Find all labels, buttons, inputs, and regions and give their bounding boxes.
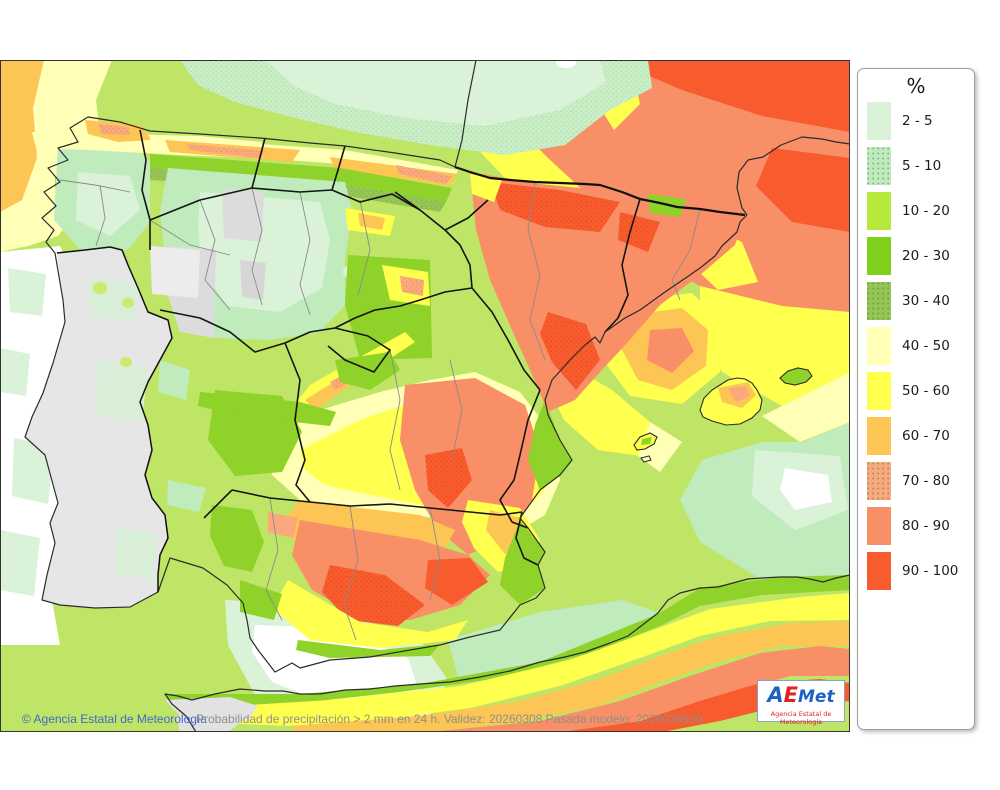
precipitation-map: [0, 60, 850, 732]
legend-swatch: [867, 147, 891, 185]
legend-swatch: [867, 327, 891, 365]
legend-label: 2 - 5: [902, 113, 933, 129]
region-borders: [139, 129, 641, 566]
legend-swatch: [867, 372, 891, 410]
logo-letters-met: Met: [798, 687, 835, 707]
map-border: [0, 60, 850, 732]
map-canvas: [0, 60, 850, 732]
coastlines: [24, 60, 850, 732]
legend-rows: 2 - 5 5 - 10 10 - 20 20 - 30 30 - 40 40 - 50 5…: [858, 102, 974, 590]
legend-row: 10 - 20: [867, 192, 974, 230]
legend-label: 40 - 50: [902, 338, 950, 354]
aemet-logo: AEMet Agencia Estatal de Meteorología: [757, 680, 845, 726]
legend-swatch: [867, 282, 891, 320]
legend-row: 90 - 100: [867, 552, 974, 590]
legend-swatch: [867, 462, 891, 500]
legend-swatch: [867, 192, 891, 230]
logo-letter-a: A: [767, 683, 784, 707]
province-borders: [59, 179, 701, 641]
aemet-logo-subtitle: Agencia Estatal de Meteorología: [770, 710, 832, 726]
portugal-nodata: [25, 247, 172, 608]
iberia-coastline: [24, 60, 748, 673]
legend-row: 80 - 90: [867, 507, 974, 545]
legend-label: 20 - 30: [902, 248, 950, 264]
france-med-coastline: [736, 136, 850, 216]
legend-label: 70 - 80: [902, 473, 950, 489]
legend-swatch: [867, 552, 891, 590]
spain-france-border: [454, 165, 746, 217]
national-borders: [56, 165, 746, 592]
legend-row: 50 - 60: [867, 372, 974, 410]
legend-row: 40 - 50: [867, 327, 974, 365]
spain-portugal-border: [56, 246, 173, 592]
legend-label: 50 - 60: [902, 383, 950, 399]
legend-swatch: [867, 237, 891, 275]
legend-title: %: [906, 74, 926, 98]
balearic-islands: [633, 367, 813, 463]
legend-label: 5 - 10: [902, 158, 942, 174]
legend-row: 30 - 40: [867, 282, 974, 320]
logo-letter-e: E: [783, 683, 799, 707]
legend-label: 80 - 90: [902, 518, 950, 534]
legend-swatch: [867, 102, 891, 140]
legend-row: 2 - 5: [867, 102, 974, 140]
aemet-logo-wordmark: AEMet: [758, 682, 844, 710]
legend-row: 20 - 30: [867, 237, 974, 275]
legend-label: 10 - 20: [902, 203, 950, 219]
africa-coastline: [164, 574, 850, 732]
map-run-info: Probabilidad de precipitación > 2 mm en …: [196, 712, 703, 726]
legend-label: 90 - 100: [902, 563, 959, 579]
legend-row: 5 - 10: [867, 147, 974, 185]
copyright-link[interactable]: © Agencia Estatal de Meteorología: [22, 712, 207, 726]
legend-swatch: [867, 417, 891, 455]
spain-field: [32, 120, 745, 658]
legend-panel: % 2 - 5 5 - 10 10 - 20 20 - 30 30 - 40 40 - 5…: [857, 68, 975, 730]
legend-row: 70 - 80: [867, 462, 974, 500]
legend-label: 30 - 40: [902, 293, 950, 309]
legend-row: 60 - 70: [867, 417, 974, 455]
legend-swatch: [867, 507, 891, 545]
legend-label: 60 - 70: [902, 428, 950, 444]
